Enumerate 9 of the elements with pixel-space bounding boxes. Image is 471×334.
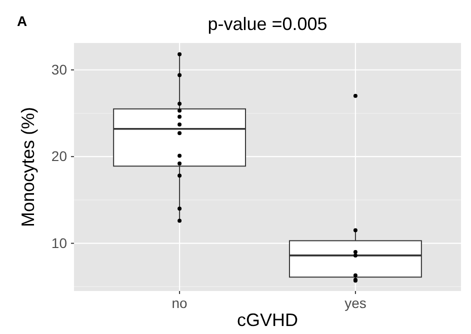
y-tick-label: 20 xyxy=(51,148,68,164)
y-tick-label: 30 xyxy=(51,61,68,78)
x-tick-label: yes xyxy=(344,294,366,311)
y-axis-title: Monocytes (%) xyxy=(18,106,38,228)
x-tick-label: no xyxy=(172,294,188,311)
x-axis-title: cGVHD xyxy=(236,310,298,330)
y-tick-label: 10 xyxy=(51,234,68,251)
text: A xyxy=(17,13,28,29)
chart-title: p-value =0.005 xyxy=(208,14,328,34)
